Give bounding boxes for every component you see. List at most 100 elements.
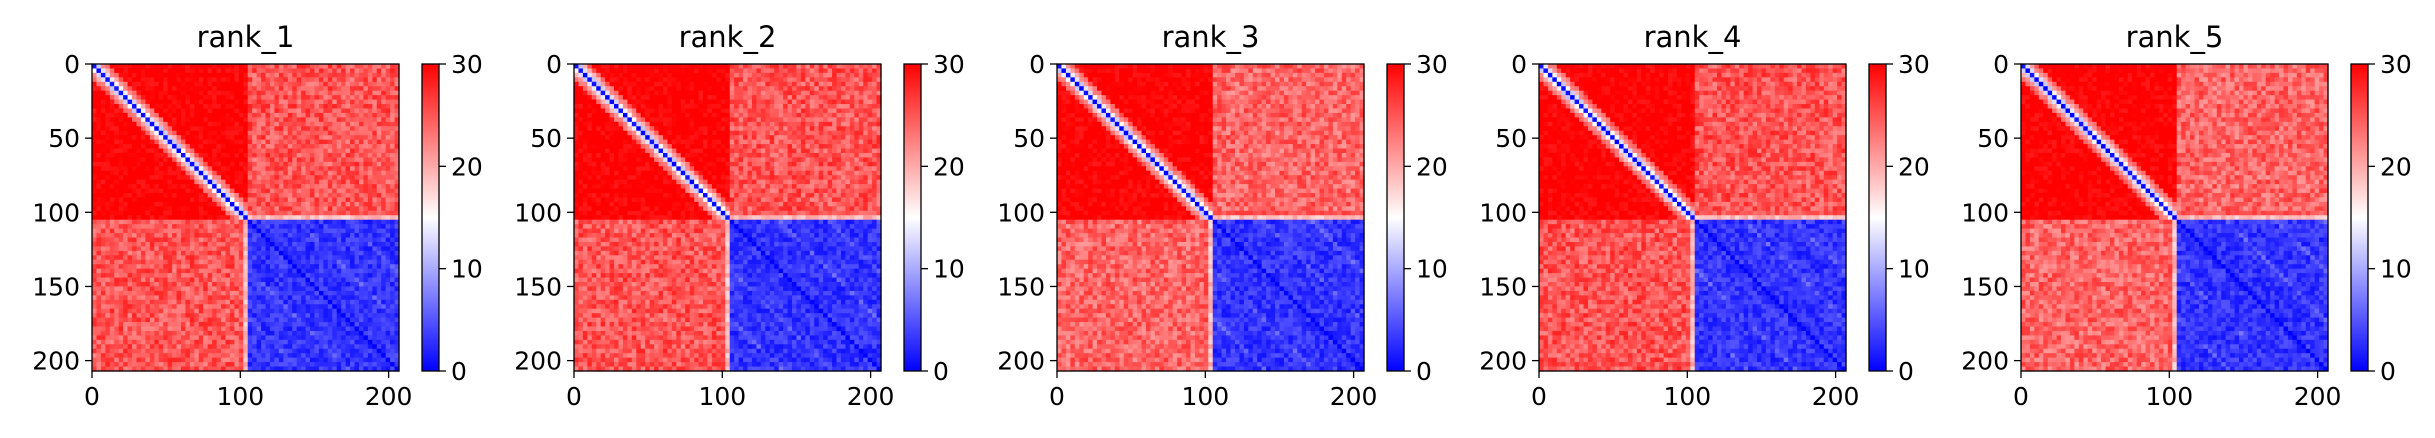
heatmap-cell [372, 313, 377, 318]
heatmap-cell [105, 246, 110, 251]
heatmap-cell [270, 211, 275, 216]
heatmap-cell [239, 175, 244, 180]
heatmap-cell [372, 238, 377, 243]
heatmap-cell [123, 358, 128, 363]
heatmap-cell [190, 340, 195, 345]
heatmap-cell [177, 117, 182, 122]
heatmap-cell [190, 327, 195, 332]
heatmap-cell [641, 73, 646, 78]
heatmap-cell [252, 68, 257, 73]
heatmap-cell [355, 260, 360, 265]
heatmap-cell [234, 331, 239, 336]
heatmap-cell [350, 91, 355, 96]
heatmap-cell [136, 162, 141, 167]
heatmap-cell [123, 362, 128, 367]
heatmap-cell [110, 135, 115, 140]
heatmap-cell [252, 313, 257, 318]
heatmap-cell [230, 300, 235, 305]
heatmap-cell [328, 202, 333, 207]
heatmap-cell [279, 175, 284, 180]
heatmap-cell [172, 335, 177, 340]
heatmap-cell [297, 220, 302, 225]
heatmap-cell [248, 82, 253, 87]
heatmap-cell [150, 166, 155, 171]
heatmap-cell [194, 255, 199, 260]
heatmap-cell [814, 68, 819, 73]
heatmap-cell [261, 273, 266, 278]
heatmap-cell [574, 64, 579, 69]
heatmap-cell [123, 189, 128, 194]
heatmap-cell [270, 269, 275, 274]
heatmap-cell [363, 166, 368, 171]
heatmap-cell [301, 260, 306, 265]
heatmap-cell [341, 157, 346, 162]
heatmap-cell [381, 313, 386, 318]
heatmap-cell [172, 278, 177, 283]
heatmap-cell [301, 162, 306, 167]
heatmap-cell [350, 242, 355, 247]
heatmap-cell [217, 149, 222, 154]
heatmap-cell [310, 286, 315, 291]
heatmap-cell [828, 64, 833, 69]
heatmap-cell [92, 180, 97, 185]
heatmap-cell [346, 73, 351, 78]
heatmap-cell [136, 318, 141, 323]
heatmap-cell [145, 242, 150, 247]
heatmap-cell [292, 82, 297, 87]
heatmap-cell [96, 358, 101, 363]
heatmap-cell [190, 100, 195, 105]
heatmap-cell [381, 131, 386, 136]
heatmap-cell [177, 318, 182, 323]
heatmap-cell [261, 344, 266, 349]
heatmap-cell [185, 122, 190, 127]
heatmap-cell [355, 162, 360, 167]
heatmap-cell [234, 144, 239, 149]
heatmap-cell [199, 166, 204, 171]
heatmap-cell [128, 291, 133, 296]
heatmap-cell [181, 157, 186, 162]
heatmap-cell [266, 202, 271, 207]
heatmap-cell [217, 122, 222, 127]
heatmap-cell [283, 140, 288, 145]
heatmap-cell [381, 233, 386, 238]
heatmap-cell [101, 104, 106, 109]
heatmap-cell [114, 322, 119, 327]
heatmap-cell [154, 104, 159, 109]
heatmap-cell [310, 117, 315, 122]
heatmap-cell [368, 278, 373, 283]
heatmap-cell [306, 135, 311, 140]
heatmap-cell [181, 260, 186, 265]
heatmap-cell [154, 95, 159, 100]
heatmap-cell [230, 171, 235, 176]
heatmap-cell [190, 233, 195, 238]
heatmap-cell [128, 153, 133, 158]
heatmap-cell [328, 251, 333, 256]
heatmap-cell [123, 206, 128, 211]
heatmap-cell [288, 358, 293, 363]
heatmap-cell [230, 95, 235, 100]
heatmap-cell [181, 273, 186, 278]
heatmap-cell [141, 166, 146, 171]
heatmap-cell [310, 144, 315, 149]
heatmap-cell [123, 282, 128, 287]
heatmap-cell [377, 220, 382, 225]
heatmap-cell [230, 77, 235, 82]
heatmap-cell [163, 95, 168, 100]
heatmap-cell [150, 242, 155, 247]
heatmap-cell [261, 77, 266, 82]
heatmap-cell [225, 113, 230, 118]
heatmap-cell [141, 291, 146, 296]
heatmap-cell [279, 193, 284, 198]
heatmap-cell [141, 273, 146, 278]
heatmap-cell [355, 286, 360, 291]
heatmap-cell [92, 353, 97, 358]
heatmap-cell [190, 344, 195, 349]
heatmap-cell [301, 331, 306, 336]
heatmap-cell [301, 246, 306, 251]
heatmap-cell [319, 108, 324, 113]
heatmap-cell [314, 220, 319, 225]
heatmap-cell [319, 278, 324, 283]
heatmap-cell [266, 104, 271, 109]
heatmap-cell [319, 358, 324, 363]
heatmap-cell [328, 91, 333, 96]
